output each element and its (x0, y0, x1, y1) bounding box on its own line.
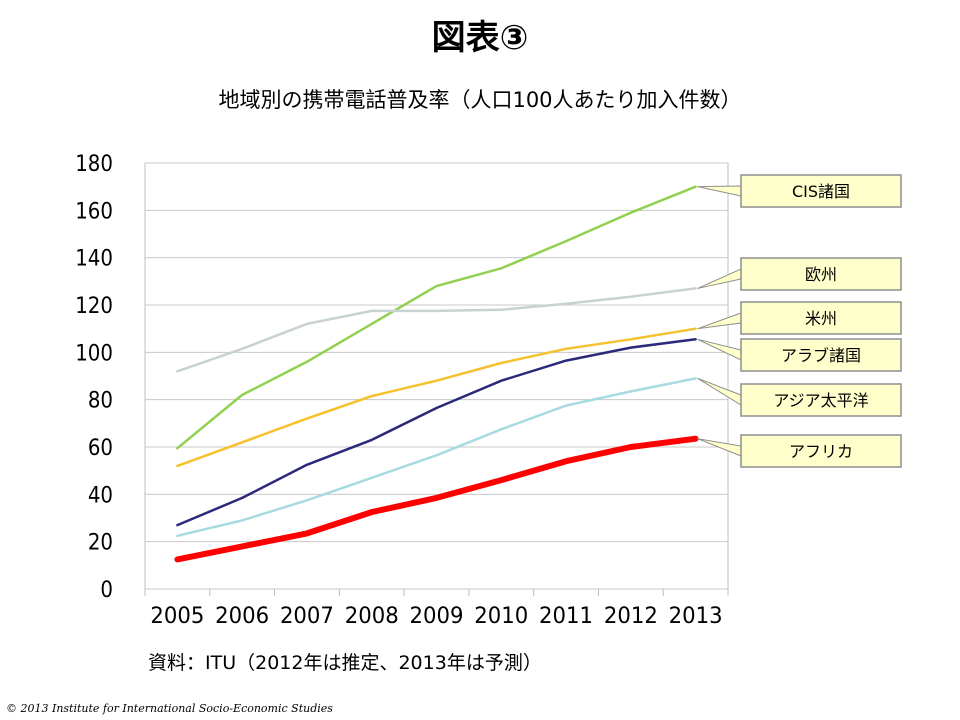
figure-title: 図表③ (431, 18, 529, 58)
legend-label: 欧州 (805, 265, 837, 284)
y-tick-label: 120 (75, 294, 113, 319)
copyright-notice: © 2013 Institute for International Socio… (6, 702, 333, 715)
x-tick-label: 2010 (474, 604, 528, 629)
callout-pointer (697, 312, 742, 330)
series-line (176, 377, 697, 538)
callout-box (740, 301, 902, 335)
callout-pointer (697, 185, 742, 197)
plot-area (144, 162, 729, 590)
callout-box (740, 174, 902, 208)
y-tick-label: 160 (75, 199, 113, 224)
x-tick-label: 2012 (604, 604, 658, 629)
legend-label: 米州 (805, 309, 837, 328)
legend-label: アジア太平洋 (773, 391, 868, 410)
callout-pointer (697, 268, 742, 289)
legend-label: CIS諸国 (792, 182, 850, 201)
x-tick-label: 2011 (539, 604, 593, 629)
y-tick-label: 100 (75, 341, 113, 366)
callout-box (740, 257, 902, 291)
callout-box (740, 434, 902, 468)
series-line (176, 185, 697, 450)
callout-box (740, 383, 902, 417)
x-tick-label: 2008 (345, 604, 399, 629)
callout-box (740, 338, 902, 372)
y-tick-label: 0 (100, 578, 113, 603)
series-line (174, 435, 699, 563)
x-tick-label: 2013 (669, 604, 723, 629)
x-tick-label: 2009 (410, 604, 464, 629)
source-note: 資料：ITU（2012年は推定、2013年は予測） (148, 652, 542, 674)
y-tick-label: 60 (88, 436, 113, 461)
callout-pointer (697, 377, 742, 406)
series-line (176, 327, 697, 468)
x-tick-label: 2006 (215, 604, 269, 629)
series-line (176, 287, 697, 373)
callout-pointer (697, 338, 742, 361)
legend-label: アフリカ (789, 442, 853, 461)
y-tick-label: 40 (88, 483, 113, 508)
x-tick-label: 2005 (150, 604, 204, 629)
chart-title: 地域別の携帯電話普及率（人口100人あたり加入件数） (218, 88, 742, 112)
legend-label: アラブ諸国 (781, 346, 861, 365)
y-tick-label: 20 (88, 531, 113, 556)
series-line (176, 338, 697, 527)
y-tick-label: 180 (75, 152, 113, 177)
x-tick-label: 2007 (280, 604, 334, 629)
y-tick-label: 140 (75, 247, 113, 272)
y-tick-label: 80 (88, 389, 113, 414)
